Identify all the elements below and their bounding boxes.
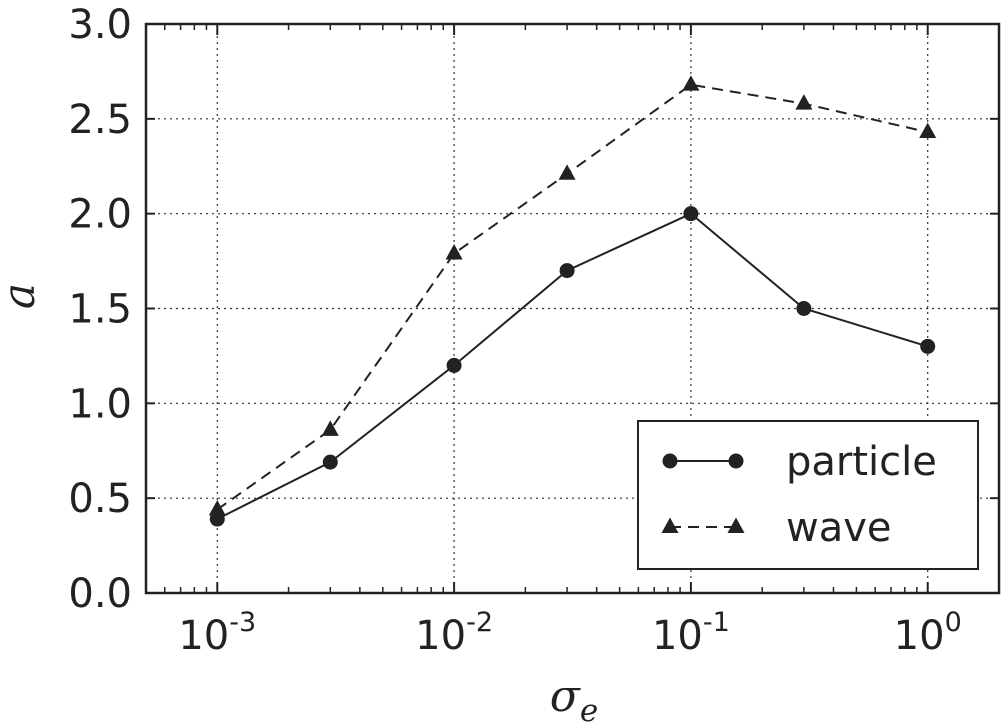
data-point-wave	[208, 500, 226, 516]
y-tick-label: 1.5	[68, 287, 132, 333]
x-tick-label: 10-2	[415, 607, 493, 659]
y-tick-label: 3.0	[68, 2, 132, 48]
x-tick-base: 10	[894, 613, 945, 659]
x-tick-base: 10	[178, 613, 229, 659]
data-point-wave	[682, 75, 700, 91]
data-point-wave	[445, 243, 463, 260]
x-axis-label: σe	[550, 671, 598, 726]
y-axis: 0.0 0.5 1.0 1.5 2.0 2.5 3.0	[68, 2, 999, 617]
legend-marker-particle	[728, 453, 744, 469]
legend-label-particle: particle	[786, 439, 937, 485]
x-tick-label: 10-1	[652, 607, 730, 659]
y-tick-label: 2.5	[68, 97, 132, 143]
series-layer	[208, 75, 937, 527]
legend-marker-wave	[661, 517, 679, 533]
legend-item-wave: wave	[661, 505, 892, 551]
series-wave	[208, 75, 937, 516]
x-tick-label: 100	[894, 607, 962, 659]
data-point-particle	[920, 338, 936, 354]
x-tick-base: 10	[415, 613, 466, 659]
legend-box	[637, 420, 979, 570]
series-particle	[209, 206, 936, 527]
legend-item-particle: particle	[662, 439, 937, 485]
data-point-particle	[446, 357, 462, 373]
x-tick-exponent: -2	[466, 607, 493, 638]
data-point-particle	[683, 206, 699, 222]
legend-label-wave: wave	[786, 505, 892, 551]
y-axis-label: a	[0, 283, 45, 309]
x-tick-exponent: -3	[229, 607, 256, 638]
x-axis-label-subscript: e	[580, 693, 598, 726]
x-tick-exponent: 0	[945, 607, 962, 638]
y-tick-label: 1.0	[68, 381, 132, 427]
y-tick-label: 0.0	[68, 571, 132, 617]
y-tick-label: 0.5	[68, 476, 132, 522]
legend: particle wave	[637, 420, 979, 570]
x-tick-exponent: -1	[703, 607, 730, 638]
data-point-wave	[321, 420, 339, 436]
data-point-particle	[559, 263, 575, 279]
data-point-wave	[919, 122, 937, 139]
x-axis: 10-3 10-2 10-1 100	[145, 24, 1000, 659]
legend-marker-particle	[662, 453, 678, 469]
legend-marker-wave	[727, 517, 745, 533]
data-point-wave	[795, 94, 813, 110]
data-point-particle	[322, 454, 338, 470]
x-axis-label-symbol: σ	[550, 671, 582, 722]
y-tick-label: 2.0	[68, 192, 132, 238]
x-tick-label: 10-3	[178, 607, 256, 659]
x-tick-base: 10	[652, 613, 703, 659]
data-point-particle	[796, 301, 812, 316]
data-point-wave	[558, 164, 576, 180]
